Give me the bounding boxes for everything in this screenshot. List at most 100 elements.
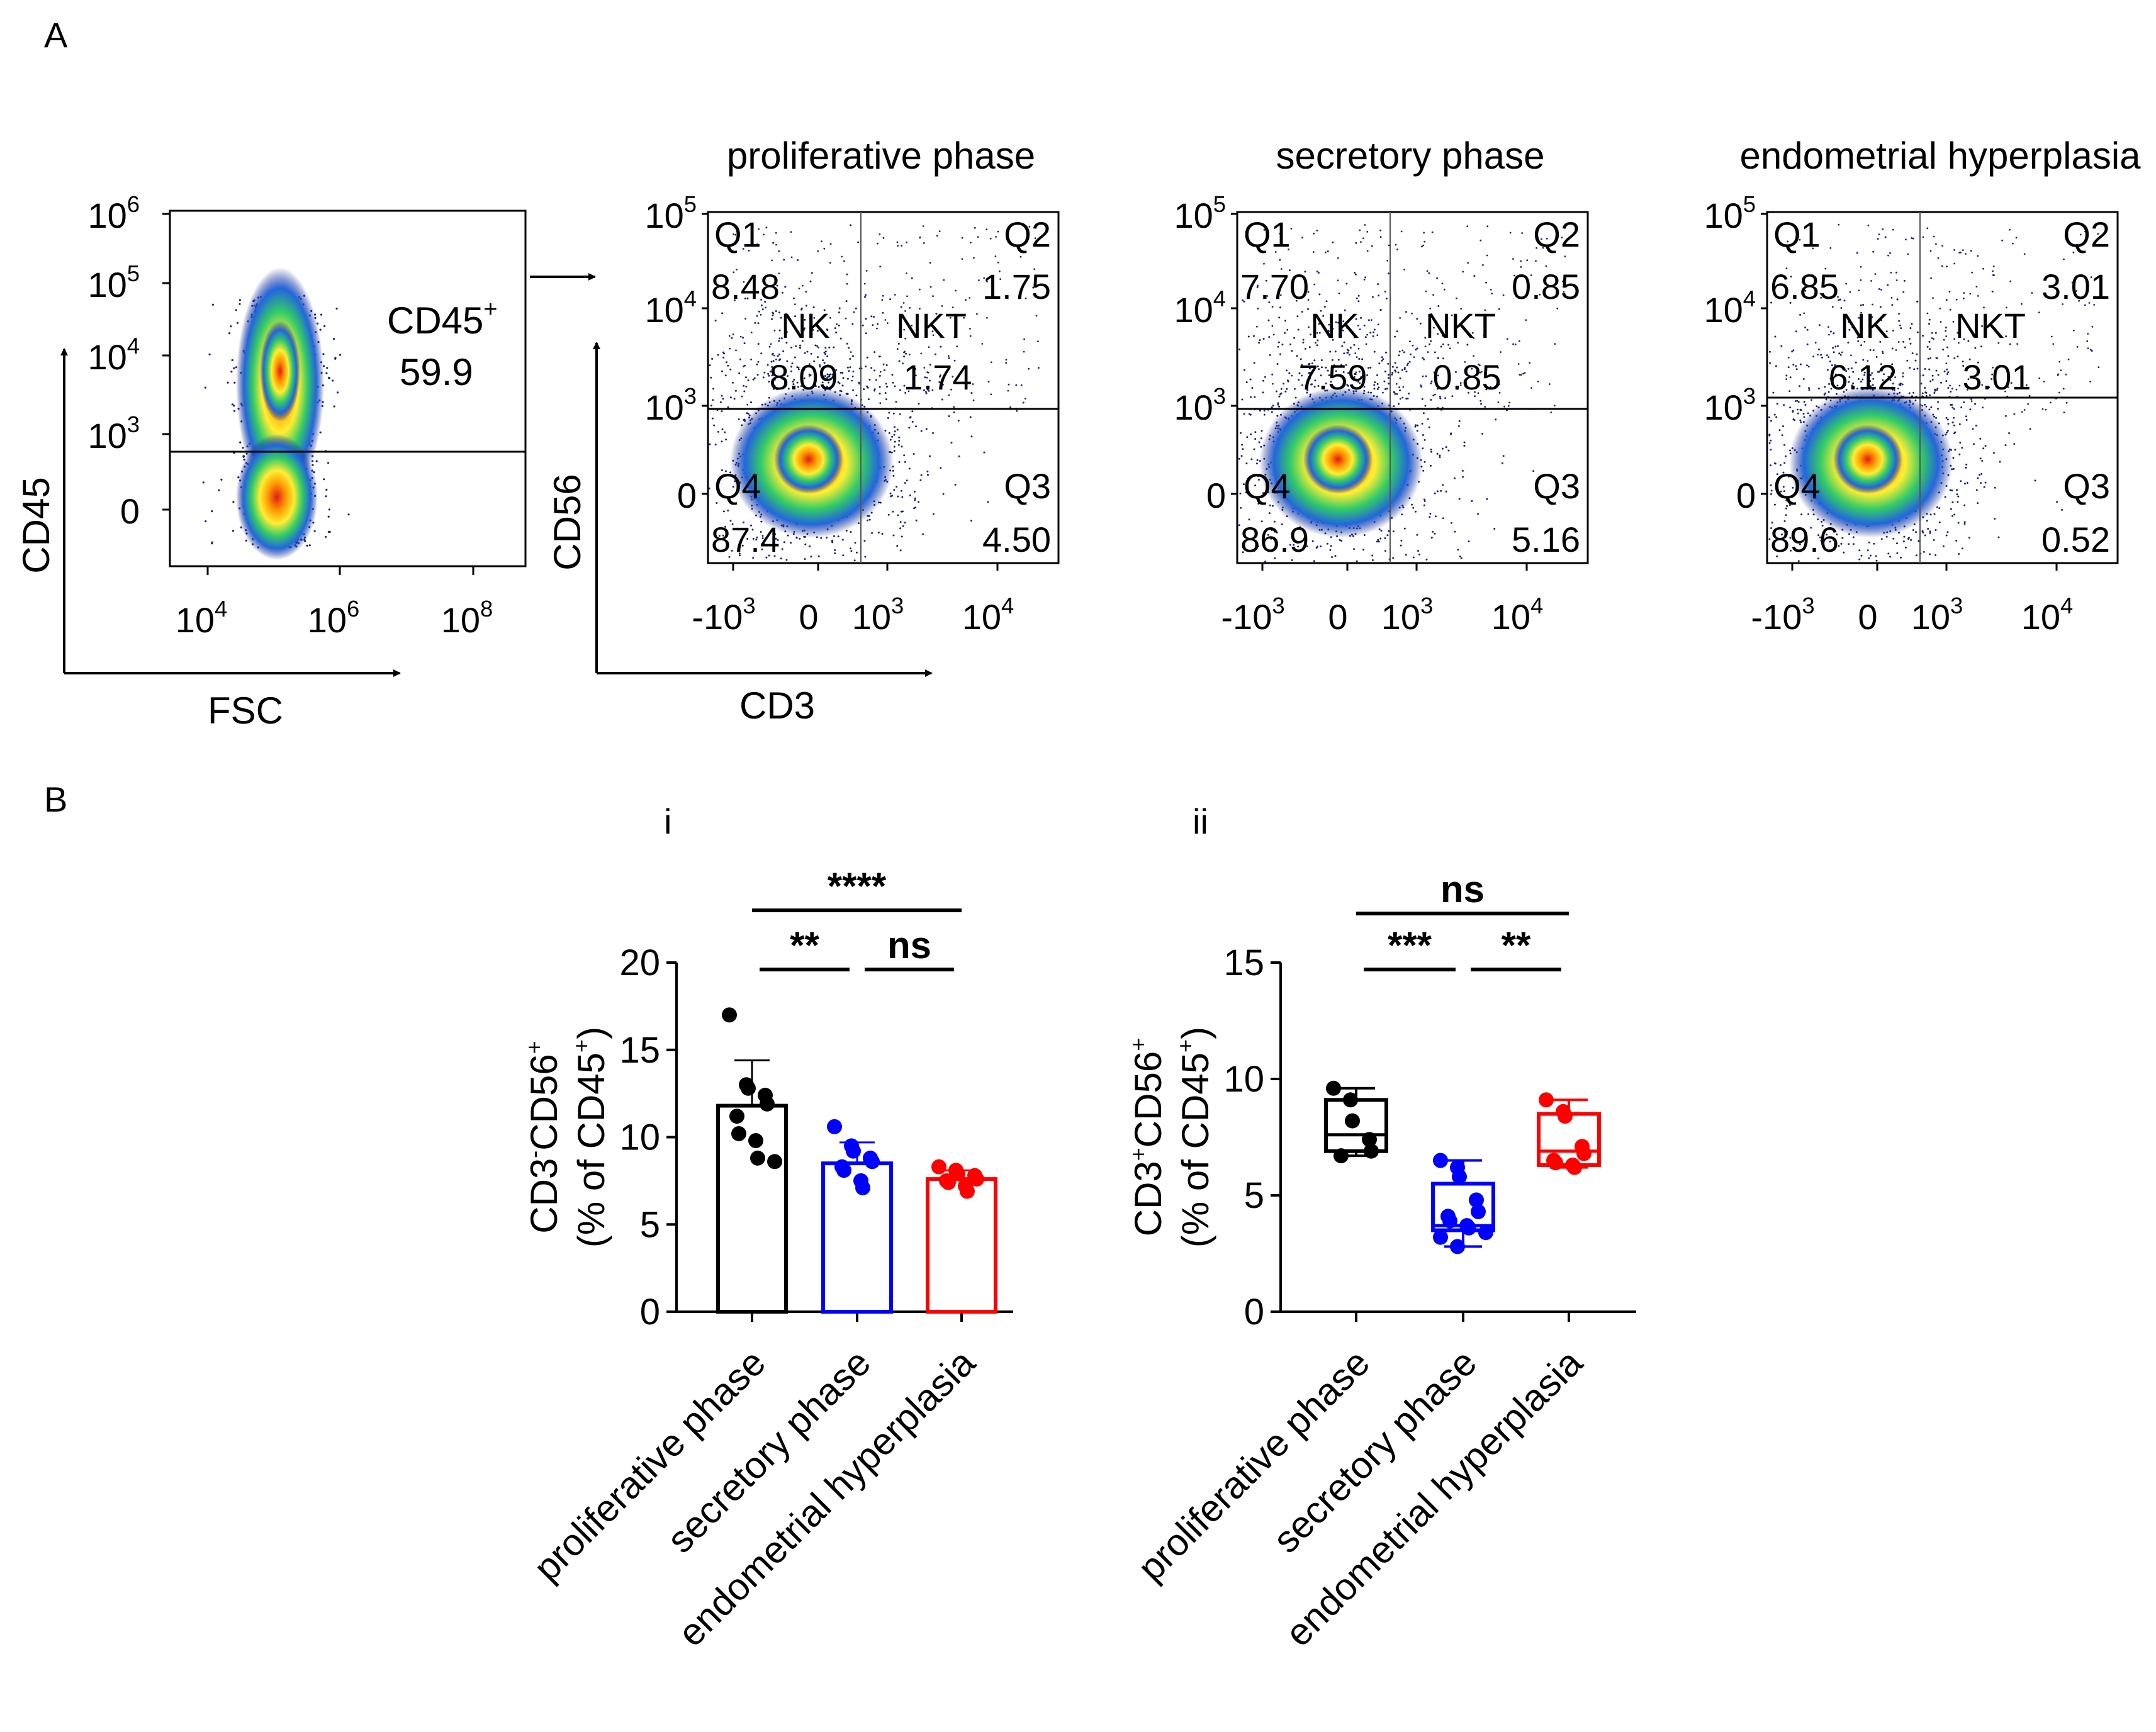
event-dot [1904,546,1907,549]
event-dot [777,539,779,541]
event-dot [323,478,325,481]
event-dot [734,233,737,236]
event-dot [732,381,734,384]
event-dot [760,299,762,301]
event-dot [1921,392,1924,394]
event-dot [1927,528,1929,530]
event-dot [208,353,211,355]
event-dot [1359,328,1361,330]
event-dot [1981,460,1984,462]
event-dot [772,360,775,362]
event-dot [1945,416,1948,419]
event-dot [1774,462,1777,465]
event-dot [795,345,797,347]
event-dot [1799,419,1802,422]
event-dot [325,495,327,498]
event-dot [733,233,734,235]
event-dot [887,322,889,324]
event-dot [1895,271,1897,274]
event-dot [709,364,711,367]
event-dot [2091,350,2093,352]
event-dot [1957,501,1959,503]
event-dot [929,455,931,457]
event-dot [1945,335,1948,337]
event-dot [978,279,980,281]
event-dot [1457,425,1460,427]
event-dot [842,554,845,557]
event-dot [891,374,894,376]
event-dot [1785,455,1787,457]
event-dot [1259,410,1261,412]
event-dot [1915,531,1917,534]
event-dot [738,372,741,374]
event-dot [1387,362,1390,365]
event-dot [850,224,852,226]
event-dot [1401,349,1404,352]
event-dot [908,467,911,470]
event-dot [1434,492,1436,494]
event-dot [852,371,855,372]
event-dot [790,231,792,233]
event-dot [882,237,885,239]
event-dot [1393,391,1396,393]
nkt-gate-value: 0.85 [1433,357,1502,397]
y-tick-label: 104 [644,286,697,330]
event-dot [1401,369,1403,371]
event-dot [1415,424,1417,427]
event-dot [1947,423,1950,425]
event-dot [986,316,988,319]
event-dot [1456,297,1457,299]
event-dot [1379,229,1382,232]
event-dot [1521,232,1524,234]
event-dot [1858,289,1860,291]
event-dot [1794,419,1796,422]
event-dot [1963,483,1966,485]
event-dot [900,328,902,331]
event-dot [743,384,745,387]
event-dot [744,297,746,299]
event-dot [1907,253,1909,255]
event-dot [332,379,334,382]
event-dot [925,428,928,430]
event-dot [1928,340,1931,343]
event-dot [770,343,772,345]
event-dot [1937,401,1940,403]
event-dot [1783,404,1785,406]
event-dot [1943,338,1945,341]
event-dot [775,359,777,360]
event-dot [1770,420,1772,422]
event-dot [1834,345,1837,348]
event-dot [1949,489,1951,491]
event-dot [1979,474,1981,476]
event-dot [889,298,892,301]
event-dot [1263,413,1266,416]
event-dot [1916,353,1918,355]
event-dot [824,347,827,349]
event-dot [1388,530,1390,532]
event-dot [1462,476,1464,478]
event-dot [769,371,772,372]
significance-label: ** [1502,924,1531,966]
event-dot [746,538,749,540]
event-dot [863,388,865,391]
event-dot [956,345,958,348]
nkt-gate-label: NKT [1425,306,1496,345]
event-dot [2009,280,2012,282]
event-dot [1374,381,1376,384]
event-dot [1785,514,1787,517]
event-dot [846,342,848,345]
q2-value: 0.85 [1512,267,1580,306]
event-dot [2008,432,2011,434]
event-dot [855,307,857,310]
event-dot [1296,315,1299,318]
event-dot [1343,352,1345,355]
event-dot [1423,498,1425,501]
q1-value: 6.85 [1770,267,1839,306]
event-dot [812,306,815,308]
event-dot [753,377,756,379]
data-point [1433,1153,1448,1168]
event-dot [1376,388,1379,390]
event-dot [835,332,838,333]
event-dot [1423,461,1426,463]
